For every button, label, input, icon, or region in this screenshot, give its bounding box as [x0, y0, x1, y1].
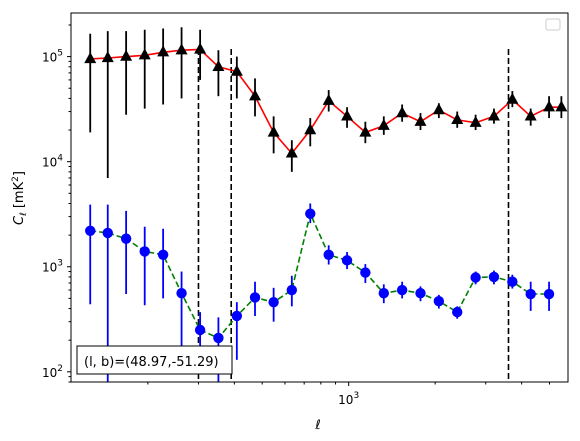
- data-point: [157, 249, 169, 260]
- data-point: [231, 310, 243, 322]
- series-layer: [84, 27, 568, 382]
- series-line: [90, 211, 550, 339]
- data-point: [507, 276, 518, 287]
- data-point: [322, 93, 335, 105]
- y-tick-label-base: 10: [42, 366, 57, 380]
- data-point: [285, 146, 298, 158]
- data-point: [469, 115, 482, 127]
- data-point: [176, 288, 187, 299]
- data-point: [84, 52, 97, 64]
- y-axis-label-unit: [mK: [12, 181, 27, 208]
- data-point: [212, 59, 225, 71]
- data-point: [230, 64, 243, 76]
- data-point: [396, 284, 408, 296]
- data-point: [360, 267, 371, 278]
- data-point: [286, 284, 298, 296]
- data-point: [194, 42, 207, 54]
- y-tick-label-exponent: 4: [57, 154, 63, 164]
- data-point: [359, 125, 372, 137]
- data-point: [194, 324, 206, 336]
- y-axis-label-unit-close: ]: [12, 171, 27, 176]
- y-tick-label-base: 10: [42, 51, 57, 65]
- data-point: [433, 295, 445, 307]
- x-axis-label: ℓ: [314, 418, 320, 433]
- data-point: [120, 233, 132, 244]
- data-point: [249, 89, 262, 101]
- plot-frame: [70, 12, 569, 383]
- data-point: [524, 109, 537, 121]
- data-point: [101, 51, 114, 63]
- series-0: [84, 27, 568, 178]
- data-point: [452, 306, 463, 318]
- data-point: [396, 106, 409, 118]
- annotation: (l, b)=(48.97,-51.29): [76, 345, 233, 375]
- data-point: [85, 225, 96, 236]
- y-tick-label: 103: [42, 259, 63, 275]
- legend-box: [545, 18, 561, 31]
- x-tick-label-base: 10: [338, 393, 353, 407]
- data-point: [305, 208, 316, 219]
- data-point: [414, 114, 427, 126]
- data-point: [488, 271, 500, 283]
- data-point: [120, 49, 133, 61]
- annotation-box: [76, 345, 233, 375]
- data-point: [102, 227, 113, 239]
- y-tick-label-exponent: 5: [57, 49, 63, 59]
- data-point: [323, 249, 334, 260]
- data-point: [175, 43, 188, 55]
- data-point: [525, 288, 536, 300]
- data-point: [377, 118, 390, 130]
- data-point: [432, 103, 445, 115]
- x-tick-label: 103: [338, 391, 359, 407]
- y-tick-label-base: 10: [42, 261, 57, 275]
- y-axis-label: Cℓ [mK2]: [11, 171, 29, 225]
- data-point: [378, 288, 389, 299]
- y-tick-label: 102: [42, 364, 63, 380]
- data-point: [415, 288, 426, 299]
- data-point: [341, 109, 354, 121]
- data-point: [543, 288, 555, 300]
- y-tick-label: 105: [42, 49, 63, 65]
- data-point: [470, 272, 481, 283]
- data-point: [341, 255, 353, 266]
- y-tick-label-exponent: 3: [57, 259, 63, 269]
- data-point: [267, 125, 280, 137]
- annotation-text: (l, b)=(48.97,-51.29): [84, 355, 219, 370]
- series-1: [85, 203, 555, 382]
- data-point: [138, 48, 151, 60]
- data-point: [157, 45, 170, 57]
- y-tick-label: 104: [42, 154, 63, 170]
- data-point: [506, 92, 519, 104]
- data-point: [543, 100, 556, 112]
- y-axis-label-subscript: ℓ: [19, 212, 29, 217]
- vertical-lines: [197, 49, 510, 382]
- data-point: [139, 246, 150, 257]
- data-point: [249, 292, 261, 303]
- data-point: [555, 100, 568, 112]
- data-point: [268, 296, 279, 308]
- data-point: [213, 332, 224, 344]
- data-point: [451, 113, 464, 125]
- y-axis-label-symbol: C: [12, 215, 27, 225]
- y-axis-label-unit-exponent: 2: [11, 176, 21, 182]
- x-tick-label-exponent: 3: [353, 391, 359, 401]
- y-tick-label-exponent: 2: [57, 364, 63, 374]
- data-point: [487, 109, 500, 121]
- data-point: [304, 123, 317, 135]
- y-tick-label-base: 10: [42, 156, 57, 170]
